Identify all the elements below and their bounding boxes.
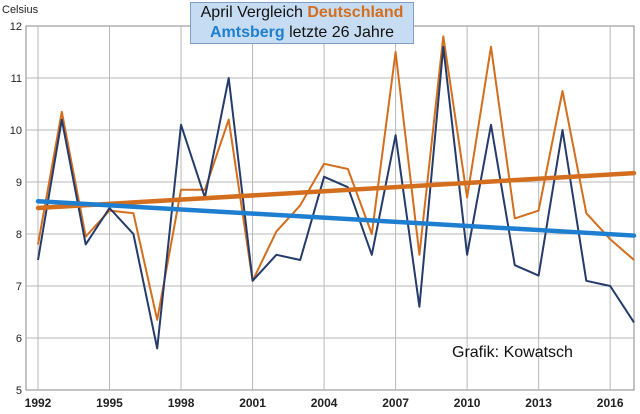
y-tick-label: 6 — [16, 333, 22, 345]
y-axis-label: Celsius — [2, 4, 39, 16]
title-line-2: Amtsberg letzte 26 Jahre — [191, 23, 413, 43]
title-line-1-prefix: April Vergleich — [200, 4, 308, 21]
title-line-2-suffix: letzte 26 Jahre — [284, 24, 395, 41]
y-tick-label: 11 — [11, 73, 22, 85]
x-tick-label: 2010 — [454, 396, 481, 410]
gridlines — [26, 26, 634, 390]
trend-line-deutschland — [35, 170, 637, 211]
x-tick-label: 2001 — [239, 396, 266, 410]
y-tick-label: 8 — [16, 229, 22, 241]
y-tick-label: 10 — [10, 125, 22, 137]
x-tick-label: 2007 — [382, 396, 409, 410]
series-line-deutschland — [37, 35, 635, 321]
y-tick-labels: 5 6 7 8 9 10 11 12 — [10, 21, 22, 397]
series-lines — [37, 35, 635, 350]
x-tick-labels: 1992 1995 1998 2001 2004 2007 2010 2013 2016 — [25, 396, 624, 410]
trend-lines — [35, 170, 637, 238]
chart-annotation: Grafik: Kowatsch — [452, 344, 573, 361]
y-tick-label: 9 — [16, 177, 22, 189]
title-line-1: April Vergleich Deutschland — [191, 3, 413, 23]
x-tick-label: 1995 — [96, 396, 123, 410]
x-tick-label: 2013 — [525, 396, 552, 410]
x-tick-label: 1992 — [25, 396, 52, 410]
x-tick-label: 2004 — [311, 396, 338, 410]
x-tick-label: 1998 — [168, 396, 195, 410]
y-tick-label: 5 — [16, 385, 22, 397]
title-highlight-deutschland: Deutschland — [307, 4, 404, 21]
title-highlight-amtsberg: Amtsberg — [209, 24, 285, 41]
y-tick-label: 12 — [10, 21, 22, 33]
series-line-amtsberg — [37, 45, 635, 350]
trend-line-amtsberg — [35, 198, 637, 238]
y-tick-label: 7 — [16, 281, 22, 293]
x-tick-label: 2016 — [597, 396, 624, 410]
chart-title: April Vergleich Deutschland Amtsberg let… — [190, 2, 414, 44]
